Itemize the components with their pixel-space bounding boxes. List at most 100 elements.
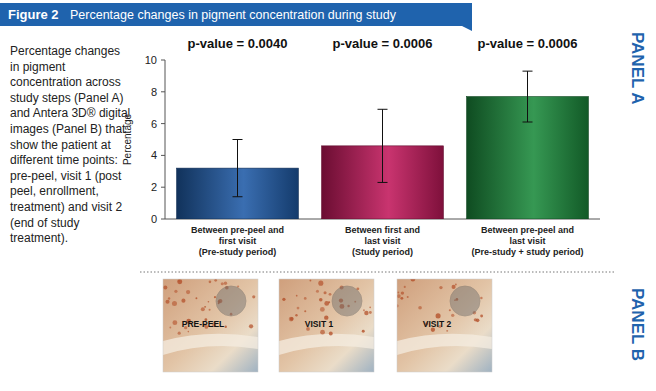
pigment-spot — [296, 295, 298, 297]
pigment-spot — [249, 324, 253, 328]
caption: Percentage changes in pigment concentrat… — [10, 44, 132, 247]
tick-mark — [161, 123, 165, 124]
pigment-spot — [480, 315, 483, 318]
pigment-spot — [411, 279, 416, 281]
image-frame — [397, 279, 492, 372]
roi-circle — [332, 286, 362, 316]
category-label: Between pre-peel andlast visit(Pre-study… — [472, 225, 584, 257]
pigment-spot — [455, 284, 457, 286]
separator — [140, 272, 615, 273]
image-bg — [163, 279, 258, 372]
pigment-spot — [214, 296, 216, 298]
tick-label: 0 — [151, 213, 157, 225]
pigment-spot — [449, 309, 451, 311]
p-value: p-value = 0.0040 — [187, 36, 287, 51]
pigment-spot — [172, 301, 177, 306]
pigment-spot — [319, 298, 323, 302]
p-value: p-value = 0.0006 — [477, 36, 577, 51]
pigment-spot — [225, 326, 227, 328]
p-value: p-value = 0.0006 — [332, 36, 432, 51]
pigment-spot — [224, 282, 227, 285]
pigment-spot — [172, 320, 177, 325]
pigment-spot — [397, 291, 399, 293]
skin-fold — [279, 334, 374, 355]
pigment-spot — [221, 282, 224, 285]
bars — [177, 71, 589, 219]
category-line: last visit — [509, 236, 545, 246]
pigment-spot — [436, 313, 441, 318]
image-bg — [279, 279, 374, 372]
pigment-spot — [169, 327, 171, 329]
error-cap — [378, 109, 388, 110]
pigment-spot — [195, 297, 197, 299]
pigment-spot — [418, 306, 422, 310]
error-cap — [233, 196, 243, 197]
pigment-spot — [480, 297, 482, 299]
pigment-spot — [181, 299, 185, 303]
pigment-spot — [404, 286, 406, 288]
skin-fold — [163, 334, 258, 355]
category-label: Between first andlast visit(Study period… — [345, 225, 420, 257]
category-line: (Pre-study + study period) — [472, 247, 584, 257]
pigment-spot — [177, 279, 182, 284]
category-label: Between pre-peel andfirst visit(Pre-stud… — [191, 225, 284, 257]
category-line: Between first and — [345, 225, 420, 235]
image-label: VISIT 2 — [423, 319, 452, 329]
tick-label: 10 — [145, 54, 157, 66]
error-bar — [378, 109, 388, 182]
pigment-spot — [297, 307, 300, 310]
pigment-spot — [282, 298, 285, 301]
pigment-spot — [174, 290, 177, 293]
pigment-spot — [401, 291, 404, 294]
error-bar — [523, 71, 533, 122]
image-label: PRE-PEEL — [182, 319, 225, 329]
header-bar — [0, 3, 472, 31]
pigment-spot — [209, 281, 212, 284]
tick-label: 4 — [151, 149, 157, 161]
pigment-spot — [397, 294, 401, 298]
error-cap — [378, 182, 388, 183]
tick-mark — [161, 219, 165, 220]
figure-number: Figure 2 — [8, 7, 59, 22]
image-bg — [397, 279, 492, 372]
error-stem — [527, 71, 528, 122]
pigment-spot — [178, 332, 181, 335]
category-line: first visit — [219, 236, 257, 246]
pigment-spot — [289, 317, 294, 322]
error-cap — [523, 71, 533, 72]
pigment-spot — [290, 317, 294, 321]
pigment-spot — [214, 279, 217, 282]
error-stem — [237, 140, 238, 197]
pigment-spot — [316, 290, 319, 293]
tick-mark — [161, 60, 165, 61]
tick-label: 6 — [151, 118, 157, 130]
skin-image — [397, 279, 492, 372]
y-axis-label: Percentage — [122, 113, 133, 165]
tick-label: 8 — [151, 86, 157, 98]
pigment-spot — [363, 309, 365, 311]
tick-mark — [161, 91, 165, 92]
tick-label: 2 — [151, 181, 157, 193]
tick-mark — [161, 187, 165, 188]
pigment-spot — [324, 291, 327, 294]
image-frame — [279, 279, 374, 372]
pigment-spot — [201, 307, 205, 311]
roi-circle — [216, 286, 246, 316]
panel-label: PANEL A — [628, 32, 647, 104]
pigment-spot — [364, 311, 368, 315]
error-stem — [382, 109, 383, 182]
pigment-spot — [168, 297, 170, 299]
pigment-spot — [208, 301, 210, 303]
pigment-spot — [329, 332, 333, 336]
category-line: Between pre-peel and — [481, 225, 574, 235]
pigment-spot — [252, 295, 255, 298]
pigment-spot — [439, 286, 442, 289]
pigment-spot — [320, 307, 325, 312]
pigment-spot — [324, 301, 329, 306]
pigment-spot — [209, 309, 211, 311]
skin-image — [163, 279, 258, 372]
y-axis — [165, 60, 166, 219]
chart-svg: Figure 2 Percentage changes in pigment co… — [0, 0, 656, 391]
error-cap — [523, 122, 533, 123]
pigment-spot — [304, 310, 306, 312]
